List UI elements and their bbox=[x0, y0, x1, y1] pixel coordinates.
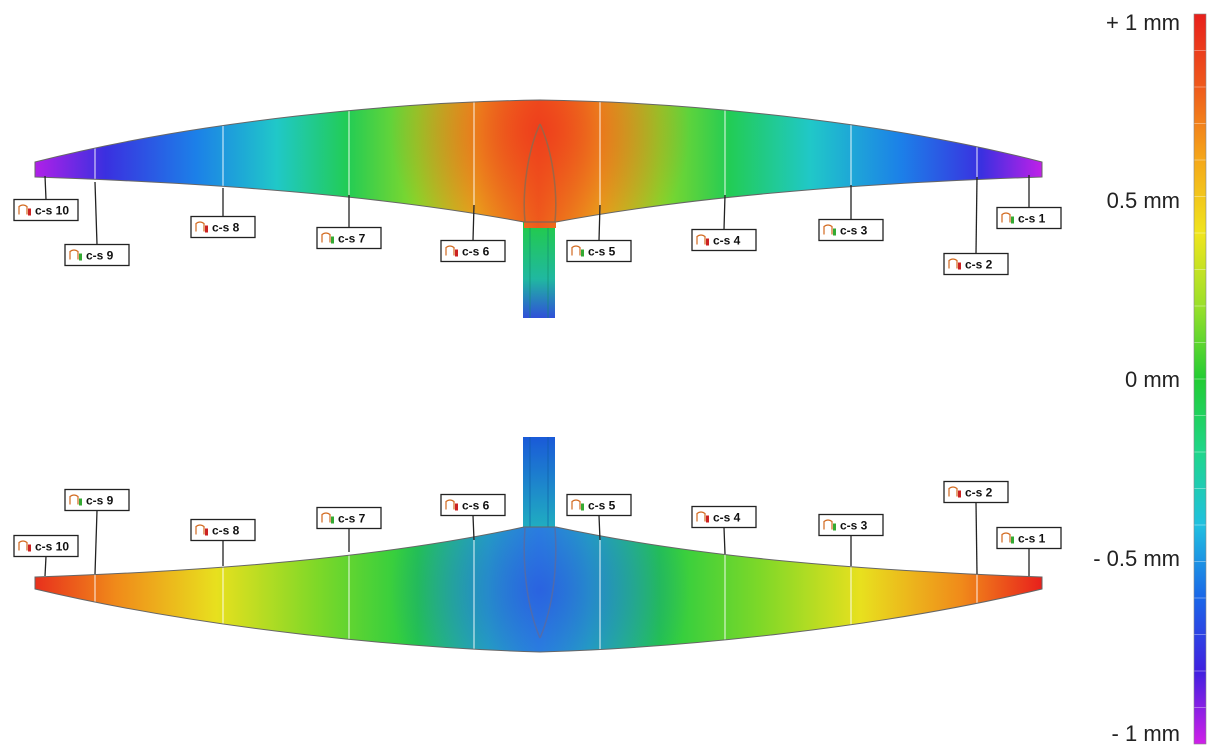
section-profile-icon bbox=[69, 494, 82, 506]
leader-line bbox=[723, 527, 726, 555]
lower-section-labels: c-s 10 c-s 9 c-s 8 c-s 7 c-s 6 c-s 5 c-s 4 c-s … bbox=[13, 480, 1062, 577]
bottom-label-cs-10: c-s 10 bbox=[13, 534, 79, 577]
section-label-text: c-s 9 bbox=[86, 494, 114, 508]
top-label-cs-8: c-s 8 bbox=[190, 188, 256, 239]
color-scale-bar: + 1 mm 0.5 mm 0 mm - 0.5 mm - 1 mm bbox=[1093, 10, 1207, 746]
section-label-text: c-s 5 bbox=[588, 245, 616, 259]
section-profile-icon bbox=[823, 224, 836, 236]
bottom-label-cs-8: c-s 8 bbox=[190, 518, 256, 566]
section-profile-icon bbox=[696, 511, 709, 523]
section-label-text: c-s 1 bbox=[1018, 212, 1046, 226]
section-label-text: c-s 7 bbox=[338, 512, 366, 526]
section-label-text: c-s 10 bbox=[35, 204, 69, 218]
leader-line bbox=[94, 510, 98, 575]
bottom-label-cs-2: c-s 2 bbox=[943, 480, 1009, 575]
bottom-label-cs-4: c-s 4 bbox=[691, 505, 757, 555]
leader-line bbox=[598, 204, 601, 241]
section-profile-icon bbox=[571, 245, 584, 257]
section-label-text: c-s 4 bbox=[713, 234, 741, 248]
section-label-text: c-s 2 bbox=[965, 486, 993, 500]
section-label-text: c-s 6 bbox=[462, 499, 490, 513]
bottom-label-cs-7: c-s 7 bbox=[316, 506, 382, 552]
upper-surface-view bbox=[34, 99, 1043, 318]
leader-line bbox=[44, 175, 47, 200]
fuselage-stem-top bbox=[523, 222, 555, 318]
leader-line bbox=[472, 204, 475, 241]
section-profile-icon bbox=[696, 234, 709, 246]
section-label-text: c-s 8 bbox=[212, 524, 240, 538]
upper-section-labels: c-s 10 c-s 9 c-s 8 c-s 7 c-s 6 c-s 5 c-s 4 c-s … bbox=[13, 175, 1062, 276]
leader-line bbox=[598, 515, 601, 541]
section-profile-icon bbox=[18, 540, 31, 552]
top-label-cs-2: c-s 2 bbox=[943, 176, 1009, 276]
top-label-cs-3: c-s 3 bbox=[818, 185, 884, 242]
scale-label: 0.5 mm bbox=[1107, 188, 1180, 213]
section-label-text: c-s 2 bbox=[965, 258, 993, 272]
top-label-cs-1: c-s 1 bbox=[996, 175, 1062, 230]
section-label-text: c-s 5 bbox=[588, 499, 616, 513]
section-label-text: c-s 9 bbox=[86, 249, 114, 263]
top-label-cs-7: c-s 7 bbox=[316, 195, 382, 250]
top-label-cs-10: c-s 10 bbox=[13, 175, 79, 222]
leader-line bbox=[975, 502, 978, 575]
bottom-label-cs-1: c-s 1 bbox=[996, 526, 1062, 576]
top-label-cs-6: c-s 6 bbox=[440, 204, 506, 263]
section-profile-icon bbox=[195, 524, 208, 536]
scale-label: - 1 mm bbox=[1112, 721, 1180, 746]
leader-line bbox=[975, 176, 978, 254]
lower-surface-view bbox=[34, 437, 1043, 653]
scale-label: - 0.5 mm bbox=[1093, 546, 1180, 571]
section-label-text: c-s 3 bbox=[840, 519, 868, 533]
section-profile-icon bbox=[445, 499, 458, 511]
section-profile-icon bbox=[1001, 212, 1014, 224]
section-profile-icon bbox=[321, 232, 334, 244]
section-label-text: c-s 8 bbox=[212, 221, 240, 235]
top-label-cs-9: c-s 9 bbox=[64, 181, 130, 267]
section-label-text: c-s 10 bbox=[35, 540, 69, 554]
section-profile-icon bbox=[571, 499, 584, 511]
section-label-text: c-s 6 bbox=[462, 245, 490, 259]
section-profile-icon bbox=[823, 519, 836, 531]
section-profile-icon bbox=[69, 249, 82, 261]
scale-label: + 1 mm bbox=[1106, 10, 1180, 35]
leader-line bbox=[94, 181, 98, 245]
section-profile-icon bbox=[195, 221, 208, 233]
leader-line bbox=[472, 515, 475, 541]
section-profile-icon bbox=[948, 258, 961, 270]
bottom-label-cs-3: c-s 3 bbox=[818, 513, 884, 566]
section-label-text: c-s 1 bbox=[1018, 532, 1046, 546]
fuselage-stem-bottom bbox=[523, 437, 555, 529]
top-label-cs-5: c-s 5 bbox=[566, 204, 632, 263]
section-profile-icon bbox=[1001, 532, 1014, 544]
section-profile-icon bbox=[321, 512, 334, 524]
section-label-text: c-s 7 bbox=[338, 232, 366, 246]
bottom-label-cs-5: c-s 5 bbox=[566, 493, 632, 541]
section-profile-icon bbox=[18, 204, 31, 216]
top-label-cs-4: c-s 4 bbox=[691, 194, 757, 252]
leader-line bbox=[723, 194, 726, 230]
scale-label: 0 mm bbox=[1125, 367, 1180, 392]
section-profile-icon bbox=[948, 486, 961, 498]
section-label-text: c-s 4 bbox=[713, 511, 741, 525]
bottom-label-cs-6: c-s 6 bbox=[440, 493, 506, 541]
bottom-label-cs-9: c-s 9 bbox=[64, 488, 130, 575]
section-profile-icon bbox=[445, 245, 458, 257]
section-label-text: c-s 3 bbox=[840, 224, 868, 238]
leader-line bbox=[44, 556, 47, 577]
